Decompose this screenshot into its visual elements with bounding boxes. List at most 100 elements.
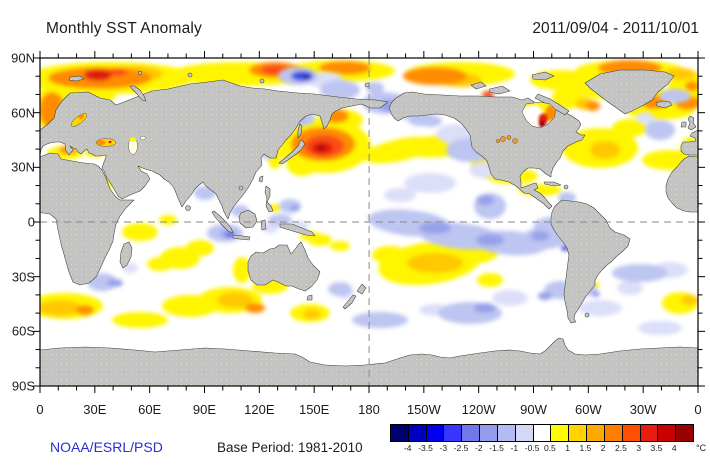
- anomaly-blob-L2: [352, 312, 408, 328]
- page-title: Monthly SST Anomaly: [46, 20, 202, 37]
- anomaly-blob-L1: [636, 112, 654, 124]
- anomaly-blob-L2: [328, 282, 352, 296]
- anomaly-blob-L2: [659, 89, 691, 103]
- anomaly-blob-L2: [612, 264, 668, 282]
- lon-label-120E-4: 120E: [244, 402, 275, 417]
- anomaly-blob-G: [40, 300, 82, 316]
- island-falklands: [584, 312, 590, 318]
- colorbar-unit-label: °C: [696, 443, 707, 453]
- anomaly-blob-O: [403, 67, 467, 85]
- island-japan: [278, 139, 306, 165]
- anomaly-blob-L3: [538, 292, 552, 300]
- anomaly-blob-L2: [418, 115, 442, 127]
- anomaly-blob-O: [319, 61, 371, 75]
- colorbar-cell-12: [603, 425, 622, 441]
- lon-label-150W-7: 150W: [406, 402, 441, 417]
- lon-label-0-12: 0: [694, 402, 702, 417]
- island-borneo: [238, 209, 258, 229]
- colorbar-cell-1: [407, 425, 426, 441]
- anomaly-blob-G: [681, 295, 698, 305]
- colorbar-cell-11: [586, 425, 604, 441]
- colorbar-cell-10: [568, 425, 587, 441]
- colorbar-cell-3: [443, 425, 462, 441]
- anomaly-blob-L3: [290, 205, 300, 211]
- graticule: [40, 58, 698, 386]
- colorbar-cell-8: [532, 425, 551, 441]
- colorbar-cell-13: [621, 425, 640, 441]
- island-taiwan: [258, 175, 264, 183]
- island-svalbard: [68, 75, 85, 82]
- colorbar-tick--1: -1: [510, 443, 519, 453]
- anomaly-blob-Y: [552, 87, 584, 109]
- lat-label-30S: 30S: [11, 269, 35, 285]
- anomaly-blob-L3: [107, 279, 123, 287]
- lon-label-0-0: 0: [36, 402, 44, 417]
- anomaly-blob-L1: [617, 281, 643, 295]
- island-victoria: [488, 85, 511, 95]
- anomaly-blob-L1: [404, 173, 456, 193]
- colorbar-cell-9: [550, 425, 569, 441]
- continent-africa: [40, 152, 135, 286]
- lat-label-60N: 60N: [11, 105, 35, 121]
- lat-label-90N: 90N: [11, 50, 35, 66]
- colorbar-cell-6: [496, 425, 515, 441]
- island-franz-josef: [137, 70, 143, 76]
- continent-west-africa-wrap: [665, 155, 698, 213]
- island-banks: [470, 81, 487, 90]
- anomaly-blob-O: [76, 305, 94, 315]
- continent-australia: [247, 241, 321, 292]
- island-madagascar: [119, 241, 133, 269]
- colorbar-tick--4: -4: [403, 443, 412, 453]
- island-greenland: [584, 69, 675, 115]
- sst-anomaly-map: [33, 51, 705, 393]
- lon-label-30E-1: 30E: [83, 402, 107, 417]
- island-new-zealand-north: [356, 283, 367, 295]
- colorbar-cell-4: [461, 425, 480, 441]
- colorbar-tick-3: 3: [636, 443, 642, 453]
- colorbar-tick--1.5: -1.5: [489, 443, 504, 453]
- anomaly-blob-G: [407, 253, 463, 273]
- anomaly-blob-Y: [372, 246, 408, 264]
- anomaly-blob-L3: [419, 222, 451, 234]
- black-sea: [95, 138, 117, 147]
- anomaly-blob-Y: [122, 223, 158, 241]
- anomaly-blob-L1: [262, 223, 278, 233]
- island-new-guinea: [279, 223, 316, 237]
- island-ellesmere: [531, 71, 555, 81]
- colorbar-tick-2: 2: [600, 443, 606, 453]
- anomaly-blob-L1: [492, 290, 528, 306]
- lon-label-150E-5: 150E: [298, 402, 330, 417]
- base-period-label: Base Period: 1981-2010: [217, 440, 363, 455]
- island-new-siberian: [259, 78, 265, 84]
- colorbar-tick-1.5: 1.5: [579, 443, 592, 453]
- anomaly-blob-Y: [186, 240, 214, 256]
- island-wrangel: [364, 82, 370, 88]
- caspian-sea: [128, 135, 146, 155]
- anomaly-blob-L3: [476, 234, 504, 246]
- colorbar-tick-3.5: 3.5: [650, 443, 663, 453]
- island-hispaniola: [563, 184, 569, 190]
- great-lakes: [496, 135, 518, 144]
- anomaly-blob-Y: [112, 312, 168, 328]
- lat-label-90S: 90S: [11, 378, 35, 394]
- colorbar: [390, 424, 694, 442]
- colorbar-tick--3: -3: [439, 443, 448, 453]
- colorbar-cell-7: [514, 425, 533, 441]
- baltic-sea: [71, 113, 87, 127]
- anomaly-blob-DR: [317, 145, 325, 151]
- continent-south-america: [550, 199, 631, 324]
- colorbar-cell-0: [391, 425, 408, 441]
- colorbar-tick--2: -2: [475, 443, 483, 453]
- inland-waters: [71, 101, 557, 155]
- anomaly-blob-G: [590, 141, 620, 159]
- continent-antarctica: [40, 337, 698, 386]
- lat-label-60S: 60S: [11, 323, 35, 339]
- credit-link[interactable]: NOAA/ESRL/PSD: [50, 439, 163, 455]
- colorbar-cell-16: [675, 425, 694, 441]
- anomaly-blob-L3: [592, 291, 600, 297]
- anomaly-blob-O: [245, 303, 265, 313]
- lat-label-30N: 30N: [11, 159, 35, 175]
- island-iceland: [655, 100, 673, 109]
- anomaly-blob-O: [586, 101, 600, 111]
- lon-label-90E-3: 90E: [192, 402, 217, 417]
